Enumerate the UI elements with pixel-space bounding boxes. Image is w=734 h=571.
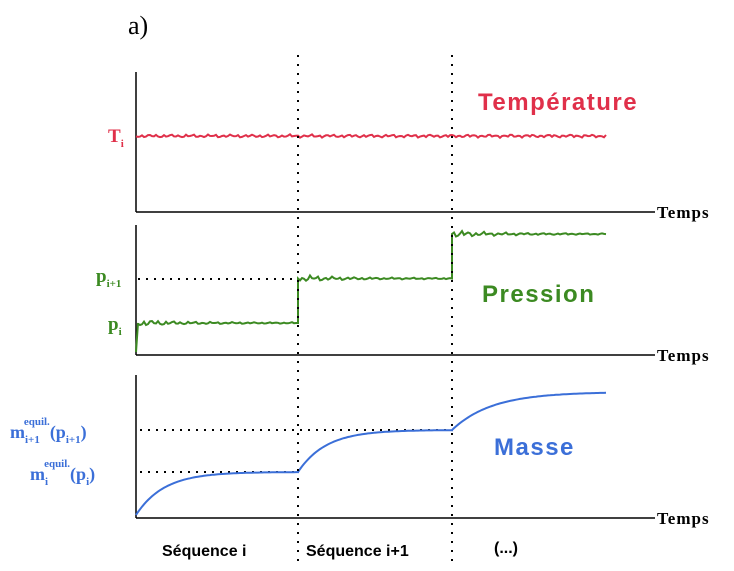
ytick-p-i: pi	[108, 314, 122, 338]
panel-temperature: Temps Température Ti	[108, 72, 710, 222]
ytick-p-i1: pi+1	[96, 266, 121, 290]
ytick-t-i: Ti	[108, 126, 124, 150]
figure-label: a)	[128, 11, 148, 40]
ytick-m-i: miequil.(pi)	[30, 458, 95, 488]
masse-title: Masse	[494, 434, 575, 461]
masse-series-line	[135, 391, 607, 516]
ytick-m-i1: mi+1equil.(pi+1)	[10, 416, 87, 446]
sequence-label-i1: Séquence i+1	[306, 543, 409, 560]
panel-pression: Temps Pression pi+1 pi	[96, 225, 710, 365]
pression-series-line	[135, 229, 607, 353]
temperature-title: Température	[478, 89, 638, 116]
sequence-label-i: Séquence i	[162, 543, 246, 560]
pression-title: Pression	[482, 281, 595, 308]
temperature-series-line	[135, 133, 607, 140]
temperature-xlabel: Temps	[657, 203, 710, 222]
pression-xlabel: Temps	[657, 346, 710, 365]
panel-masse: Temps Masse mi+1equil.(pi+1) miequil.(pi…	[10, 375, 710, 528]
sequence-label-more: (...)	[494, 540, 518, 557]
masse-xlabel: Temps	[657, 509, 710, 528]
